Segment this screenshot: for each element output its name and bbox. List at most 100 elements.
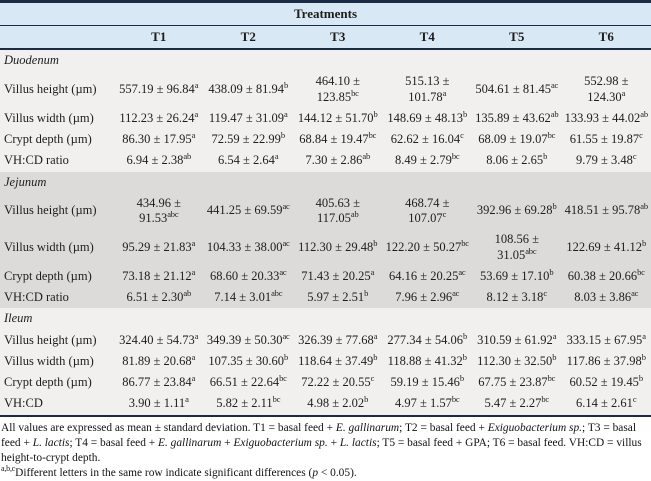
value-text: 86.77 ± 23.84 bbox=[122, 375, 191, 389]
value-cell: 8.12 ± 3.18c bbox=[472, 287, 562, 308]
row-label: Villus width (µm) bbox=[0, 108, 114, 129]
significance-superscript: b bbox=[373, 238, 377, 248]
row-label: Crypt depth (µm) bbox=[0, 372, 114, 393]
significance-superscript: a bbox=[195, 109, 199, 119]
significance-superscript: a bbox=[374, 330, 378, 340]
value-text: 438.09 ± 81.94 bbox=[208, 82, 284, 96]
value-cell: 7.96 ± 2.96ac bbox=[383, 287, 473, 308]
value-text: 53.69 ± 17.10 bbox=[480, 269, 549, 283]
footnote-text: ; T4 = basal feed + bbox=[69, 437, 158, 449]
value-cell: 62.62 ± 16.04c bbox=[383, 129, 473, 150]
section-label: Duodenum bbox=[0, 49, 651, 71]
value-text: 418.51 ± 95.78 bbox=[565, 203, 641, 217]
value-text: 333.15 ± 67.95 bbox=[567, 333, 643, 347]
value-cell: 333.15 ± 67.95a bbox=[562, 330, 651, 351]
significance-superscript: ac bbox=[551, 80, 558, 90]
significance-superscript: a bbox=[642, 330, 646, 340]
table-row: Villus width (µm) 112.23 ± 26.24a 119.47 ±… bbox=[0, 108, 651, 129]
row-label: VH:CD ratio bbox=[0, 287, 114, 308]
significance-superscript: bc bbox=[548, 130, 556, 140]
value-text: 8.06 ± 2.65 bbox=[486, 153, 543, 167]
significance-superscript: abc bbox=[525, 245, 536, 255]
value-text: 118.88 ± 41.32 bbox=[388, 354, 463, 368]
value-cell: 6.14 ± 2.61c bbox=[562, 393, 651, 415]
significance-superscript: bc bbox=[452, 394, 460, 404]
significance-superscript: c bbox=[443, 209, 447, 219]
value-cell: 95.29 ± 21.83a bbox=[114, 229, 204, 266]
significance-superscript: bc bbox=[351, 87, 359, 97]
value-text: 117.86 ± 37.98 bbox=[567, 354, 642, 368]
significance-superscript: b bbox=[639, 373, 643, 383]
value-cell: 60.38 ± 20.66bc bbox=[562, 266, 651, 287]
value-text: 60.38 ± 20.66 bbox=[568, 269, 637, 283]
significance-superscript: ab bbox=[362, 151, 370, 161]
value-text: 7.30 ± 2.86 bbox=[306, 153, 363, 167]
value-cell: 6.94 ± 2.38ab bbox=[114, 150, 204, 171]
significance-superscript: a bbox=[622, 87, 626, 97]
value-cell: 135.89 ± 43.62ab bbox=[472, 108, 562, 129]
value-text: 112.23 ± 26.24 bbox=[119, 111, 194, 125]
significance-superscript: b bbox=[284, 80, 288, 90]
value-cell: 418.51 ± 95.78ab bbox=[562, 193, 651, 230]
value-text: 6.54 ± 2.64 bbox=[218, 153, 275, 167]
value-text: 66.51 ± 22.64 bbox=[210, 375, 279, 389]
value-text: 310.59 ± 61.92 bbox=[477, 333, 553, 347]
value-text: 441.25 ± 69.59 bbox=[207, 203, 283, 217]
significance-superscript: ac bbox=[452, 288, 459, 298]
value-text: 119.47 ± 31.09 bbox=[209, 111, 284, 125]
value-cell: 112.30 ± 29.48b bbox=[293, 229, 383, 266]
significance-superscript: b bbox=[543, 151, 547, 161]
value-text: 133.93 ± 44.02 bbox=[565, 111, 641, 125]
value-text: 95.29 ± 21.83 bbox=[122, 240, 191, 254]
value-cell: 277.34 ± 54.06b bbox=[383, 330, 473, 351]
value-cell: 117.86 ± 37.98b bbox=[562, 351, 651, 372]
row-label: Crypt depth (µm) bbox=[0, 129, 114, 150]
value-text: 6.51 ± 2.30 bbox=[127, 290, 184, 304]
section-row: Jejunum bbox=[0, 172, 651, 193]
value-text: 107.35 ± 30.60 bbox=[208, 354, 284, 368]
row-label: Villus height (µm) bbox=[0, 71, 114, 108]
significance-superscript: ab bbox=[183, 151, 191, 161]
column-header: T3 bbox=[293, 26, 383, 50]
value-cell: 122.69 ± 41.12b bbox=[562, 229, 651, 266]
significance-superscript: abc bbox=[271, 288, 282, 298]
value-cell: 59.19 ± 15.46b bbox=[383, 372, 473, 393]
value-text: 392.96 ± 69.28 bbox=[477, 203, 553, 217]
significance-superscript: ab bbox=[351, 209, 359, 219]
treatments-group-header: Treatments bbox=[0, 2, 651, 26]
value-cell: 144.12 ± 51.70b bbox=[293, 108, 383, 129]
species-name: E. gallinarum bbox=[158, 437, 221, 449]
value-text: 8.03 ± 3.86 bbox=[574, 290, 631, 304]
significance-superscript: ac bbox=[282, 238, 289, 248]
value-cell: 68.84 ± 19.47bc bbox=[293, 129, 383, 150]
value-text: 59.19 ± 15.46 bbox=[391, 375, 460, 389]
value-text: 122.20 ± 50.27 bbox=[386, 240, 462, 254]
value-text: 68.09 ± 19.07 bbox=[478, 132, 547, 146]
value-cell: 60.52 ± 19.45b bbox=[562, 372, 651, 393]
significance-superscript: bc bbox=[637, 267, 645, 277]
value-text: 3.90 ± 1.11 bbox=[129, 396, 185, 410]
value-cell: 326.39 ± 77.68a bbox=[293, 330, 383, 351]
value-text: 68.84 ± 19.47 bbox=[299, 132, 368, 146]
significance-superscript: bc bbox=[273, 394, 281, 404]
significance-superscript: b bbox=[549, 267, 553, 277]
significance-superscript: c bbox=[633, 151, 637, 161]
value-cell: 5.47 ± 2.27bc bbox=[472, 393, 562, 415]
significance-superscript: b bbox=[374, 109, 378, 119]
significance-superscript: bc bbox=[461, 238, 469, 248]
value-text: 5.82 ± 2.11 bbox=[216, 396, 272, 410]
value-cell: 552.98 ± 124.30a bbox=[562, 71, 651, 108]
value-text: 9.79 ± 3.48 bbox=[576, 153, 633, 167]
value-cell: 4.97 ± 1.57bc bbox=[383, 393, 473, 415]
treatments-group-row: Treatments bbox=[0, 2, 651, 26]
value-text: 5.97 ± 2.51 bbox=[307, 290, 364, 304]
footnote-general: All values are expressed as mean ± stand… bbox=[1, 421, 649, 466]
